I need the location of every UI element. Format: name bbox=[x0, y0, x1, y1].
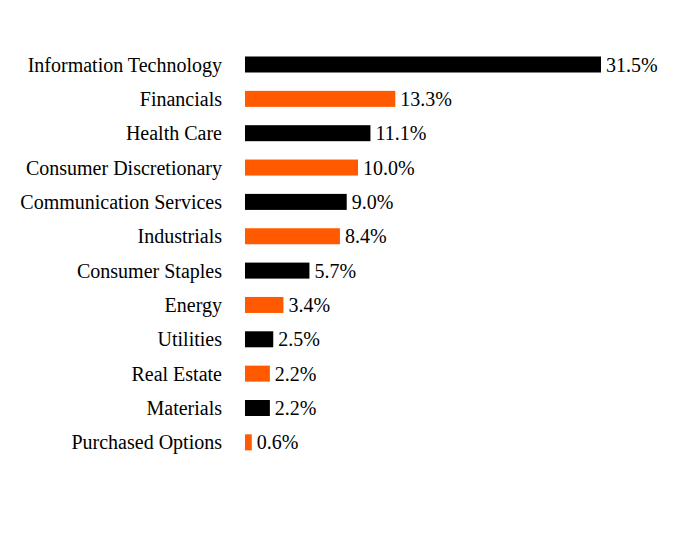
data-label: 8.4% bbox=[345, 225, 387, 247]
bar bbox=[245, 160, 358, 176]
chart: Information Technology 31.5% Financials 13.… bbox=[0, 0, 696, 540]
category-label: Financials bbox=[140, 88, 222, 110]
bar bbox=[245, 263, 309, 279]
bars bbox=[245, 57, 601, 451]
data-label: 2.2% bbox=[275, 363, 317, 385]
data-label: 10.0% bbox=[363, 157, 415, 179]
data-label: 9.0% bbox=[352, 191, 394, 213]
category-label: Energy bbox=[165, 294, 222, 317]
data-label: 2.5% bbox=[278, 328, 320, 350]
bar bbox=[245, 400, 270, 416]
bar bbox=[245, 331, 273, 347]
data-label: 2.2% bbox=[275, 397, 317, 419]
data-label: 5.7% bbox=[314, 260, 356, 282]
bar bbox=[245, 91, 395, 107]
category-label: Purchased Options bbox=[71, 431, 222, 454]
bar bbox=[245, 125, 370, 141]
category-label: Industrials bbox=[138, 225, 223, 247]
bar bbox=[245, 194, 347, 210]
category-label: Information Technology bbox=[28, 54, 222, 77]
category-label: Communication Services bbox=[20, 191, 222, 213]
category-label: Materials bbox=[146, 397, 222, 419]
category-label: Real Estate bbox=[131, 363, 222, 385]
category-label: Health Care bbox=[126, 122, 222, 144]
bar bbox=[245, 297, 283, 313]
category-label: Consumer Staples bbox=[77, 260, 222, 283]
data-label: 11.1% bbox=[375, 122, 426, 144]
bar bbox=[245, 57, 601, 73]
data-label: 3.4% bbox=[288, 294, 330, 316]
category-label: Utilities bbox=[158, 328, 223, 350]
data-label: 0.6% bbox=[257, 431, 299, 453]
labels: Information Technology 31.5% Financials 13.… bbox=[20, 54, 657, 455]
bar bbox=[245, 366, 270, 382]
bar bbox=[245, 434, 252, 450]
data-label: 13.3% bbox=[400, 88, 452, 110]
data-label: 31.5% bbox=[606, 54, 658, 76]
category-label: Consumer Discretionary bbox=[26, 157, 222, 180]
bar bbox=[245, 228, 340, 244]
